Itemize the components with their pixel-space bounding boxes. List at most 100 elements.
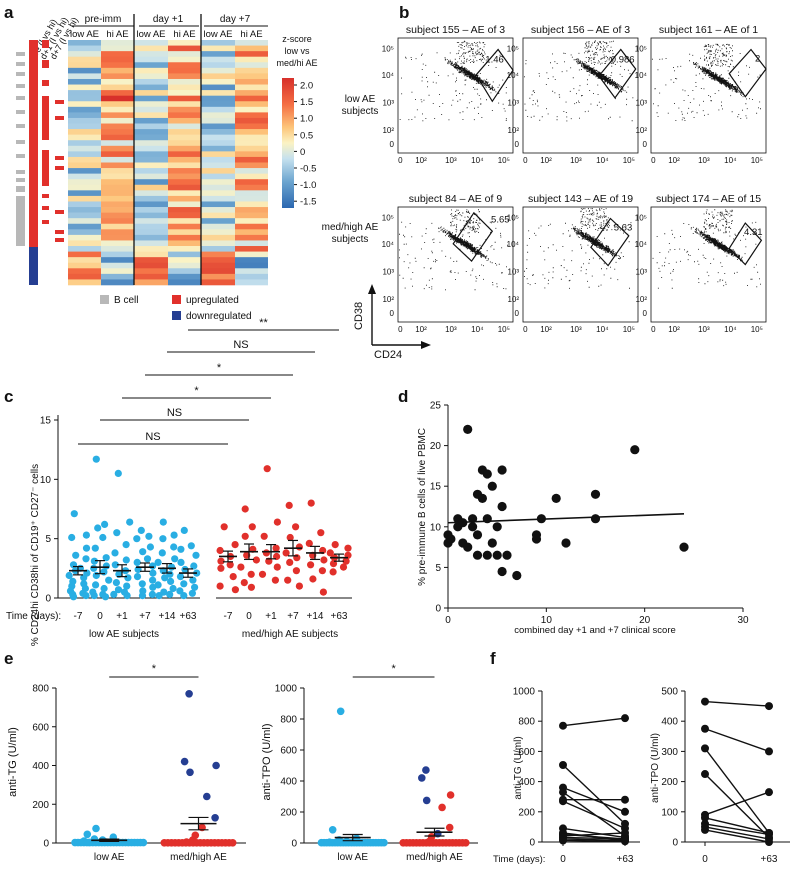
panel-f-datapoint [701,697,709,706]
heatmap-col-label: hi AE [240,29,262,40]
heatmap-cell [134,168,168,174]
heatmap-cell [201,123,235,130]
panel-c-datapoint [138,592,147,600]
flow-ytick-label: 10⁴ [382,240,395,249]
heatmap-cell [201,84,235,91]
panel-c-datapoint [70,510,78,518]
d1-upregulated-marker [42,40,49,48]
heatmap-cell [168,168,201,174]
heatmap-cell [201,129,235,135]
panel-e-significance-label: * [152,663,157,675]
heatmap-cell [134,246,168,252]
flow-rowlabel-high-1: med/high AE [322,222,379,233]
d7-upregulated-marker [55,230,64,234]
heatmap-cell [68,84,101,91]
panel-c-datapoint [286,558,294,567]
panel-c-datapoint [305,539,313,548]
heatmap-col-label: low AE [203,29,232,40]
heatmap-cell [168,240,201,247]
heatmap-cell [134,129,168,135]
heatmap-cell [235,51,268,58]
heatmap-cell [201,51,235,58]
heatmap-cell [101,257,134,264]
panel-c-datapoint [247,583,255,591]
heatmap-col-label: low AE [136,29,165,40]
heatmap-cell [101,201,134,208]
flow-gate [598,48,637,99]
panel-c-datapoint [180,526,188,535]
heatmap-cell [235,207,268,213]
heatmap-cell [168,117,201,124]
heatmap-cell [235,112,268,119]
flow-gate [452,211,494,263]
heatmap-cell [201,40,235,46]
d7-upregulated-marker [55,166,64,170]
panel-label-d: d [398,387,408,406]
heatmap-cell [134,73,168,80]
panel-c-datapoint [145,532,153,540]
flow-ytick-label: 10² [382,295,394,304]
panel-c-datapoint [122,541,130,549]
heatmap-cell [168,273,201,280]
panel-e-high-datapoint [438,803,446,812]
heatmap-cell [134,117,168,124]
panel-e-tg-chart: 0 200 400 600 800 low AE med/high AE * [32,663,246,863]
flow-xtick-label: 0 [398,156,403,165]
flow-gate-value: 1.46 [485,55,504,66]
heatmap-cell [235,257,268,264]
panel-c-xtick-label: -7 [224,611,233,622]
heatmap-cell [201,45,235,52]
heatmap-cell [68,129,101,135]
panel-c-datapoint [155,592,163,600]
heatmap-cell [134,195,168,202]
panel-f-ytick-label: 400 [518,777,535,788]
heatmap-cell [168,279,201,286]
panel-c-datapoint [247,570,255,578]
panel-d-datapoint [446,534,456,544]
panel-f-datapoint [765,838,773,846]
heatmap-cell [168,207,201,213]
flow-rowlabel-low-1: low AE [345,94,376,105]
flow-xtick-label: 10² [540,325,552,334]
heatmap-cell [134,101,168,108]
heatmap-cell [168,90,201,96]
heatmap-cell [168,101,201,108]
heatmap-cell [168,73,201,80]
heatmap-cell [235,134,268,141]
heatmap-cell [168,151,201,158]
heatmap-cell [68,229,101,236]
panel-c-datapoint [101,593,110,601]
panel-c-datapoint [148,590,156,599]
heatmap-cell [168,129,201,135]
panel-c-datapoint [105,576,113,584]
panel-c-ytick-label: 5 [45,534,51,545]
flow-xtick-label: 0 [523,156,528,165]
flow-ytick-label: 10⁵ [382,213,394,222]
panel-c-xtick-label: +14 [307,611,324,622]
panel-f-subject-line [704,823,770,836]
heatmap-cell [201,268,235,275]
flow-ytick-label: 10⁴ [635,71,648,80]
flow-plot: subject 161 – AE of 1 2 0 10² 10³ 10⁴ 10⁵ 0 10² 1… [635,24,767,165]
panel-c-datapoint [122,556,130,564]
panel-c-datapoint [339,563,348,571]
heatmap-cell [168,145,201,152]
heatmap-cell [68,262,101,269]
panel-c-datapoint [188,589,196,597]
panel-c-datapoint [309,575,317,583]
heatmap-cell [68,51,101,58]
panel-d-datapoint [497,566,507,577]
colorbar-tick-label: 1.0 [300,114,313,125]
panel-f-datapoint [701,813,709,822]
panel-c-datapoint [90,557,98,565]
d1-upregulated-marker [42,194,49,198]
panel-d-regression-line [447,513,685,524]
panel-c-datapoint [161,574,169,582]
panel-f-subject-line [562,838,626,842]
flow-ytick-label: 10³ [382,98,394,107]
flow-plot-title: subject 161 – AE of 1 [659,24,758,36]
panel-d-datapoint [492,550,502,560]
panel-f-datapoint [765,788,773,797]
heatmap-cell [235,145,268,152]
heatmap-cell [235,123,268,130]
